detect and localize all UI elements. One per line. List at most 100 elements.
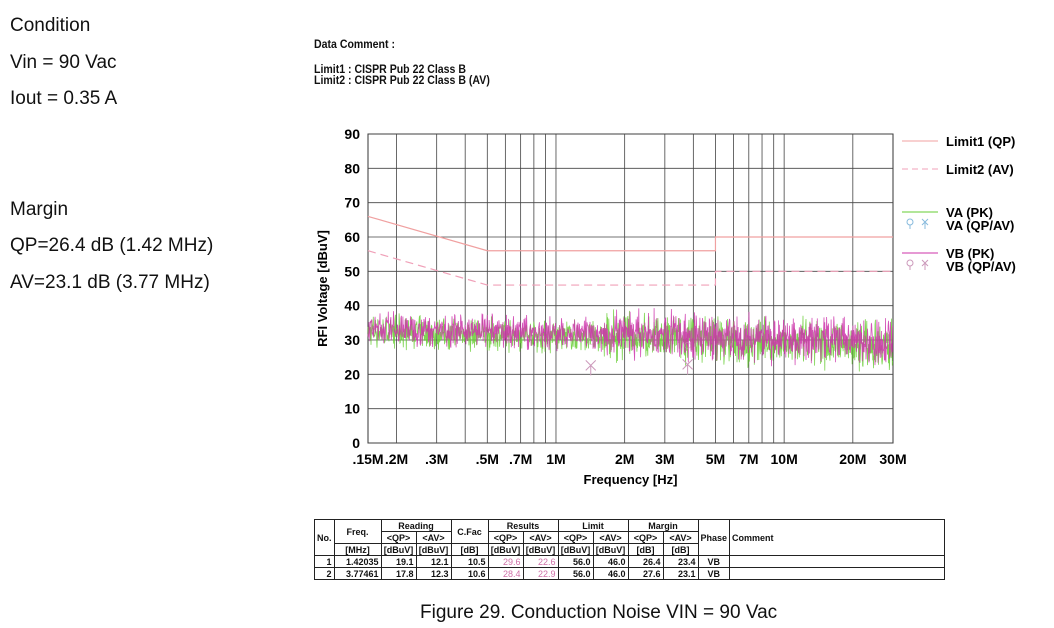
units-row: [MHz] [dBuV] [dBuV] [dB] [dBuV] [dBuV] [dBuV][… [315, 543, 945, 556]
y-tick-label: 20 [344, 366, 360, 382]
header-cell: <QP> [557, 531, 594, 544]
header-cell: <AV> [415, 531, 452, 544]
table-cell: 12.1 [415, 555, 452, 568]
legend-label: Limit1 (QP) [946, 134, 1015, 149]
table-cell: 29.6 [487, 555, 524, 568]
table-cell [729, 567, 946, 580]
legend-label: Limit2 (AV) [946, 162, 1014, 177]
x-tick-label: .3M [425, 451, 448, 467]
margin-title: Margin [10, 199, 69, 220]
unit-cell: [dBuV] [380, 543, 417, 556]
table-cell: 56.0 [557, 555, 594, 568]
y-tick-label: 30 [344, 332, 360, 348]
table-row: 1 1.42035 19.1 12.1 10.5 29.6 22.6 56.0 46.0 26.4… [314, 555, 946, 568]
y-tick-label: 0 [352, 435, 360, 451]
limit-line [367, 250, 893, 286]
table-cell: 1 [314, 555, 335, 568]
x-tick-label: 30M [879, 451, 906, 467]
unit-cell: [dBuV] [592, 543, 629, 556]
y-tick-label: 70 [344, 195, 360, 211]
legend-label: VA (PK) [946, 205, 993, 220]
header-cell: Phase [697, 519, 731, 556]
header-cell: Reading [380, 519, 452, 532]
table-cell: 23.4 [662, 555, 699, 568]
header-cell: Results [487, 519, 559, 532]
unit-cell: [dB] [662, 543, 699, 556]
table-cell: 10.6 [450, 567, 489, 580]
table-cell: 12.3 [415, 567, 452, 580]
data-comment: Data Comment : [314, 37, 395, 51]
header-cell: Limit [557, 519, 629, 532]
header-cell: <QP> [627, 531, 664, 544]
legend-av-icon [909, 218, 929, 229]
header-cell: <AV> [522, 531, 559, 544]
table-cell: 46.0 [592, 555, 629, 568]
header-cell: No. [314, 519, 335, 556]
table-cell: 19.1 [380, 555, 417, 568]
table-cell: 27.6 [627, 567, 664, 580]
x-axis-label: Frequency [Hz] [584, 472, 678, 487]
vin-value: Vin = 90 Vac [10, 52, 117, 73]
y-tick-label: 80 [344, 160, 360, 176]
x-tick-label: 20M [839, 451, 866, 467]
x-tick-label: 5M [706, 451, 725, 467]
table-cell: 22.6 [522, 555, 559, 568]
table-cell: 1.42035 [333, 555, 382, 568]
legend-label: VA (QP/AV) [946, 218, 1014, 233]
plot-area [367, 133, 894, 444]
header-row: No. Freq. Reading C.Fac Results Limit Margin Ph… [314, 519, 946, 556]
table-cell: 46.0 [592, 567, 629, 580]
header-cell: <QP> [487, 531, 524, 544]
legend-qp-icon [906, 218, 914, 226]
x-tick-label: 3M [655, 451, 674, 467]
av-margin: AV=23.1 dB (3.77 MHz) [10, 272, 210, 293]
unit-cell: [dBuV] [415, 543, 452, 556]
limit-line [367, 215, 893, 252]
y-tick-label: 40 [344, 298, 360, 314]
unit-cell: [dB] [450, 543, 489, 556]
table-cell: 3.77461 [333, 567, 382, 580]
x-tick-label: 1M [546, 451, 565, 467]
unit-cell: [dB] [627, 543, 664, 556]
header-cell: <QP> [380, 531, 417, 544]
table-cell [729, 555, 946, 568]
header-cell: <AV> [662, 531, 699, 544]
x-tick-label: 7M [739, 451, 758, 467]
y-tick-label: 10 [344, 401, 360, 417]
x-tick-label: .15M [352, 451, 383, 467]
header-cell: Margin [627, 519, 699, 532]
header-cell: <AV> [592, 531, 629, 544]
condition-title: Condition [10, 15, 91, 36]
table-cell: 22.9 [522, 567, 559, 580]
table-row: 2 3.77461 17.8 12.3 10.6 28.4 22.9 56.0 46.0 27.6… [314, 567, 946, 580]
unit-cell: [dBuV] [557, 543, 594, 556]
y-tick-label: 60 [344, 229, 360, 245]
table-cell: VB [697, 555, 731, 568]
header-cell: Freq. [333, 519, 382, 544]
unit-cell: [dBuV] [522, 543, 559, 556]
legend-label: VB (QP/AV) [946, 259, 1016, 274]
qp-marker [587, 337, 595, 345]
limit2-desc: Limit2 : CISPR Pub 22 Class B (AV) [314, 73, 490, 87]
vb-pk-trace [367, 308, 893, 367]
qp-margin: QP=26.4 dB (1.42 MHz) [10, 235, 214, 256]
table-cell: 28.4 [487, 567, 524, 580]
legend-qp-icon [906, 259, 914, 267]
emi-chart: 0 10 20 30 40 50 60 70 80 90 .15M .2M .3M .5M .7M 1M 2M 3… [315, 126, 1016, 487]
av-marker [585, 360, 597, 376]
x-tick-label: .7M [509, 451, 532, 467]
table-cell: 10.5 [450, 555, 489, 568]
unit-cell: [MHz] [333, 543, 382, 556]
figure-caption: Figure 29. Conduction Noise VIN = 90 Vac [420, 602, 778, 623]
table-cell: 56.0 [557, 567, 594, 580]
table-cell: 17.8 [380, 567, 417, 580]
unit-cell: [dBuV] [487, 543, 524, 556]
legend-av-icon [909, 259, 929, 270]
x-tick-label: .5M [476, 451, 499, 467]
y-tick-label: 90 [344, 126, 360, 142]
table-cell: 2 [314, 567, 335, 580]
table-cell: 23.1 [662, 567, 699, 580]
legend-label: VB (PK) [946, 246, 994, 261]
y-axis-label: RFI Voltage [dBuV] [315, 230, 330, 347]
